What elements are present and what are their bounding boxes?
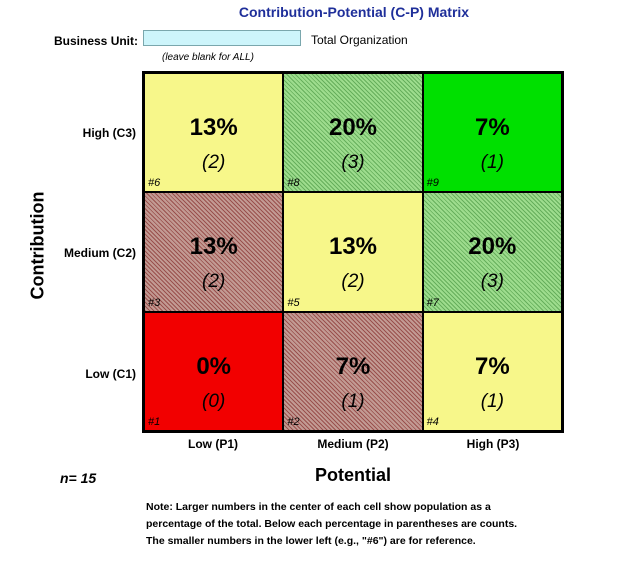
note-line: percentage of the total. Below each perc… <box>146 518 518 530</box>
cp-matrix-grid: 13% (2) #6 20% (3) #8 7% (1) #9 13% (2) … <box>142 71 564 433</box>
cell-count: (1) <box>480 152 504 173</box>
cell-percentage: 7% <box>474 114 510 141</box>
matrix-cell-6: 13% (2) #6 <box>144 73 284 193</box>
cell-count: (3) <box>341 152 365 173</box>
cell-percentage: 13% <box>189 233 238 261</box>
cell-percentage: 0% <box>196 352 231 380</box>
cell-percentage: 20% <box>468 233 517 261</box>
x-axis-label: Potential <box>314 465 391 485</box>
cell-count: (3) <box>480 271 504 293</box>
row-label-medium: Medium (C2) <box>64 246 136 260</box>
cell-count: (2) <box>202 152 226 173</box>
row-label-high: High (C3) <box>82 126 136 140</box>
cell-reference: #6 <box>148 177 161 190</box>
matrix-cell-8: 20% (3) #8 <box>283 73 423 193</box>
matrix-cell-1: 0% (0) #1 <box>144 311 284 431</box>
cell-reference: #5 <box>287 296 300 309</box>
column-label-medium: Medium (P2) <box>317 437 389 451</box>
matrix-cell-5: 13% (2) #5 <box>283 192 423 312</box>
matrix-cell-4: 7% (1) #4 <box>422 311 562 431</box>
cell-reference: #9 <box>426 177 439 190</box>
matrix-cell-2: 7% (1) #2 <box>283 311 423 431</box>
cell-percentage: 13% <box>189 114 238 141</box>
cell-percentage: 7% <box>335 352 371 380</box>
cell-reference: #2 <box>287 416 300 428</box>
cell-reference: #7 <box>426 296 439 309</box>
matrix-cell-3: 13% (2) #3 <box>144 192 284 312</box>
page-title: Contribution-Potential (C-P) Matrix <box>238 4 470 20</box>
matrix-cell-9: 7% (1) #9 <box>422 73 562 193</box>
cell-percentage: 7% <box>474 352 510 380</box>
row-label-low: Low (C1) <box>85 367 136 381</box>
cell-reference: #3 <box>148 296 161 309</box>
sample-size-label: n= 15 <box>60 470 97 486</box>
note-line: The smaller numbers in the lower left (e… <box>146 535 476 547</box>
note-text: Note: Larger numbers in the center of ea… <box>146 499 596 550</box>
cell-reference: #4 <box>426 416 439 428</box>
cell-count: (0) <box>202 390 226 412</box>
note-line: Note: Larger numbers in the center of ea… <box>146 501 491 513</box>
cell-percentage: 13% <box>328 233 378 261</box>
cell-reference: #1 <box>148 416 161 428</box>
business-unit-label: Business Unit: <box>54 34 139 48</box>
cell-count: (1) <box>341 390 365 412</box>
column-label-high: High (P3) <box>466 437 520 451</box>
cell-count: (1) <box>480 390 504 412</box>
cell-count: (2) <box>202 271 226 293</box>
business-unit-hint: (leave blank for ALL) <box>162 52 254 63</box>
column-label-low: Low (P1) <box>188 437 238 451</box>
business-unit-input[interactable] <box>143 30 301 46</box>
matrix-cell-7: 20% (3) #7 <box>422 192 562 312</box>
cell-percentage: 20% <box>328 114 378 141</box>
business-unit-selection: Total Organization <box>311 33 408 47</box>
cell-count: (2) <box>341 271 365 293</box>
cell-reference: #8 <box>287 177 300 190</box>
